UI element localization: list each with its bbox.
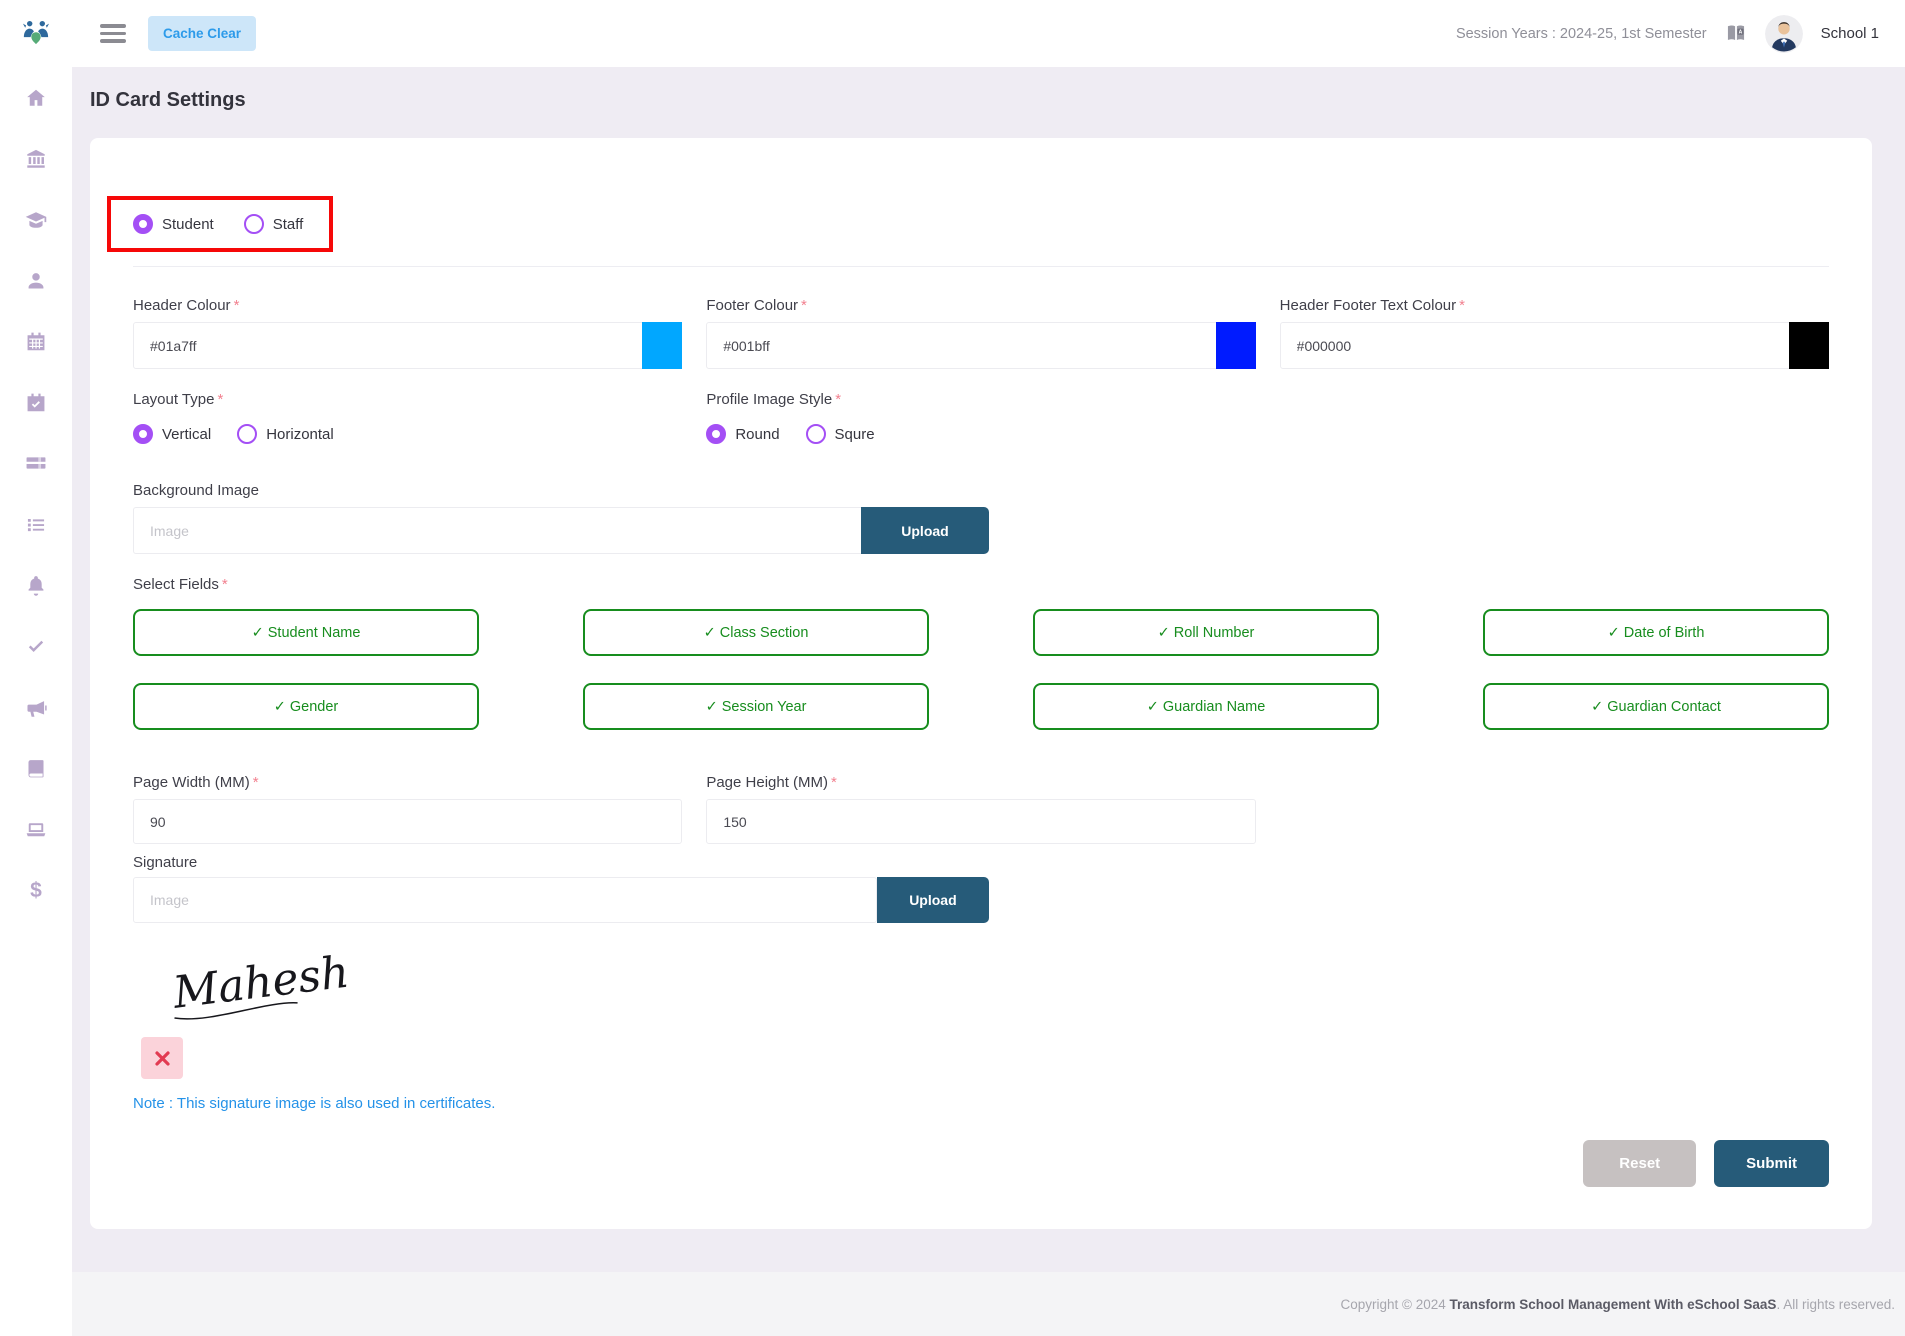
page-height-label: Page Height (MM) * bbox=[706, 774, 837, 791]
radio-student[interactable]: Student bbox=[133, 214, 214, 234]
field-chip-guardian-contact[interactable]: ✓ Guardian Contact bbox=[1483, 683, 1829, 730]
background-image-input[interactable] bbox=[133, 507, 861, 554]
brand-link[interactable]: Transform School Management With eSchool… bbox=[1449, 1296, 1777, 1312]
radio-staff-control[interactable] bbox=[243, 214, 264, 234]
dollar-icon[interactable]: $ bbox=[30, 879, 42, 902]
radio-vertical-control[interactable] bbox=[133, 424, 153, 444]
session-year-label: Session Years : 2024-25, 1st Semester bbox=[1455, 25, 1707, 42]
card-type-selector-highlight: Student Staff bbox=[107, 196, 334, 252]
school-name-label[interactable]: School 1 bbox=[1820, 25, 1879, 42]
background-image-label: Background Image bbox=[133, 482, 259, 499]
page-width-label: Page Width (MM) * bbox=[133, 774, 259, 791]
header-footer-text-colour-input[interactable] bbox=[1279, 322, 1829, 369]
header-colour-field: Header Colour * bbox=[133, 297, 683, 369]
cash-stack-icon[interactable] bbox=[25, 453, 47, 475]
header-colour-input[interactable] bbox=[133, 322, 683, 369]
field-chip-class-section[interactable]: ✓ Class Section bbox=[583, 609, 929, 656]
field-chip-student-name[interactable]: ✓ Student Name bbox=[133, 609, 479, 656]
radio-squre-control[interactable] bbox=[805, 424, 826, 444]
radio-staff[interactable]: Staff bbox=[243, 214, 304, 234]
main-content: ID Card Settings Student Staff bbox=[72, 67, 1905, 1272]
layout-type-field: Layout Type * Vertical Horizontal bbox=[133, 391, 682, 444]
background-image-field: Upload bbox=[133, 507, 989, 554]
megaphone-icon[interactable] bbox=[25, 697, 47, 719]
check-icon[interactable] bbox=[25, 636, 47, 658]
radio-vertical[interactable]: Vertical bbox=[133, 424, 211, 444]
signature-note: Note : This signature image is also used… bbox=[133, 1095, 496, 1112]
page-height-field: Page Height (MM) * bbox=[706, 774, 1256, 844]
page-width-field: Page Width (MM) * bbox=[133, 774, 683, 844]
calendar-icon[interactable] bbox=[25, 331, 47, 353]
home-icon[interactable] bbox=[25, 87, 47, 109]
footer-colour-swatch[interactable] bbox=[1215, 322, 1256, 369]
field-chip-gender[interactable]: ✓ Gender bbox=[133, 683, 479, 730]
list-icon[interactable] bbox=[25, 514, 47, 536]
top-bar: Cache Clear Session Years : 2024-25, 1st… bbox=[0, 0, 1905, 67]
select-fields-label: Select Fields * bbox=[133, 576, 228, 593]
user-avatar[interactable] bbox=[1764, 14, 1803, 53]
footer-colour-field: Footer Colour * bbox=[706, 297, 1256, 369]
signature-field: Upload bbox=[133, 877, 989, 923]
copyright-text: Copyright © 2024 Transform School Manage… bbox=[1340, 1296, 1895, 1312]
layout-type-label: Layout Type * bbox=[133, 391, 224, 408]
radio-round-control[interactable] bbox=[706, 424, 727, 444]
header-colour-swatch[interactable] bbox=[642, 322, 683, 369]
radio-horizontal-control[interactable] bbox=[237, 424, 258, 444]
id-card-settings-form: Student Staff Header Colour * bbox=[90, 138, 1872, 1229]
page-title: ID Card Settings bbox=[90, 89, 246, 111]
svg-text:A: A bbox=[1738, 29, 1742, 35]
signature-preview-image: Mahesh bbox=[169, 947, 352, 1020]
divider bbox=[133, 266, 1829, 267]
signature-delete-button[interactable] bbox=[141, 1037, 183, 1079]
cache-clear-button[interactable]: Cache Clear bbox=[148, 16, 257, 51]
select-fields-grid: ✓ Student Name ✓ Class Section ✓ Roll Nu… bbox=[133, 609, 1829, 730]
radio-student-label: Student bbox=[162, 215, 214, 233]
form-actions: Reset Submit bbox=[133, 1140, 1829, 1187]
book-icon[interactable] bbox=[25, 758, 47, 780]
field-chip-guardian-name[interactable]: ✓ Guardian Name bbox=[1033, 683, 1379, 730]
graduation-cap-icon[interactable] bbox=[25, 209, 47, 231]
bank-icon[interactable] bbox=[25, 148, 47, 170]
signature-input[interactable] bbox=[133, 877, 877, 923]
header-footer-text-colour-label: Header Footer Text Colour * bbox=[1279, 297, 1465, 314]
reset-button[interactable]: Reset bbox=[1583, 1140, 1697, 1187]
radio-squre[interactable]: Squre bbox=[805, 424, 875, 444]
user-icon[interactable] bbox=[25, 270, 47, 292]
header-footer-text-colour-field: Header Footer Text Colour * bbox=[1279, 297, 1829, 369]
footer-colour-input[interactable] bbox=[706, 322, 1256, 369]
laptop-icon[interactable] bbox=[25, 819, 47, 841]
page-footer: Copyright © 2024 Transform School Manage… bbox=[72, 1272, 1905, 1336]
footer-colour-label: Footer Colour * bbox=[706, 297, 807, 314]
submit-button[interactable]: Submit bbox=[1714, 1140, 1829, 1187]
signature-label: Signature bbox=[133, 854, 198, 871]
svg-text:Mahesh: Mahesh bbox=[169, 947, 351, 1019]
sidebar-nav: $ bbox=[0, 67, 72, 1336]
page-width-input[interactable] bbox=[133, 799, 683, 844]
background-image-upload-button[interactable]: Upload bbox=[861, 507, 989, 554]
field-chip-date-of-birth[interactable]: ✓ Date of Birth bbox=[1483, 609, 1829, 656]
radio-student-control[interactable] bbox=[133, 214, 153, 234]
header-footer-text-colour-swatch[interactable] bbox=[1788, 322, 1829, 369]
calendar-check-icon[interactable] bbox=[25, 392, 47, 414]
field-chip-session-year[interactable]: ✓ Session Year bbox=[583, 683, 929, 730]
profile-image-style-field: Profile Image Style * Round Squre bbox=[706, 391, 1255, 444]
signature-upload-button[interactable]: Upload bbox=[876, 877, 989, 923]
header-colour-label: Header Colour * bbox=[133, 297, 240, 314]
close-icon bbox=[154, 1050, 170, 1066]
field-chip-roll-number[interactable]: ✓ Roll Number bbox=[1033, 609, 1379, 656]
radio-horizontal[interactable]: Horizontal bbox=[237, 424, 334, 444]
menu-toggle-icon[interactable] bbox=[100, 24, 126, 43]
radio-round[interactable]: Round bbox=[706, 424, 780, 444]
language-translate-icon[interactable]: A bbox=[1725, 23, 1747, 45]
radio-staff-label: Staff bbox=[272, 215, 304, 233]
bell-icon[interactable] bbox=[25, 575, 47, 597]
page-height-input[interactable] bbox=[706, 799, 1256, 844]
profile-image-style-label: Profile Image Style * bbox=[706, 391, 842, 408]
app-logo-icon bbox=[18, 16, 54, 52]
